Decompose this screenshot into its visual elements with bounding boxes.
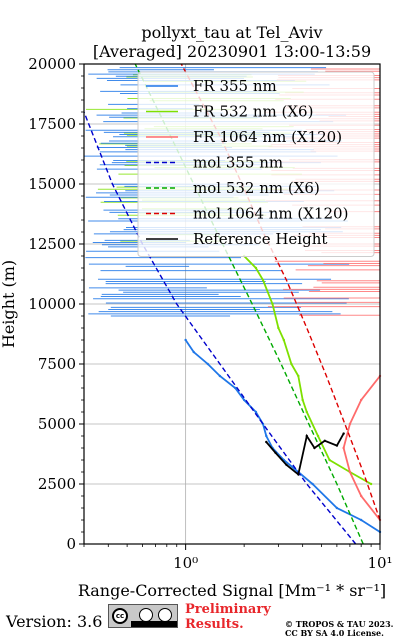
legend-label-fr-532-nm-x6: FR 532 nm (X6) [193, 103, 313, 121]
point-fr-355-nm [265, 434, 268, 438]
point-reference-height [335, 444, 339, 447]
legend-label-fr-355-nm: FR 355 nm [193, 77, 277, 95]
preliminary-notice: Preliminary Results. [185, 602, 271, 632]
point-fr-532-nm-x6 [316, 434, 320, 438]
point-fr-355-nm [335, 506, 339, 510]
x-axis-label: Range-Corrected Signal [Mm⁻¹ * sr⁻¹] [78, 581, 386, 600]
y-axis-label: Height (m) [0, 260, 18, 348]
legend: FR 355 nm FR 532 nm (X6) FR 1064 nm (X120)… [137, 71, 375, 257]
point-fr-532-nm-x6 [282, 338, 286, 342]
x-tick-label: 10⁰ [173, 554, 198, 572]
point-fr-355-nm [311, 482, 314, 486]
legend-label-mol-532-nm-x6: mol 532 nm (X6) [193, 179, 320, 197]
legend-box [137, 71, 375, 257]
point-fr-1064-nm-x120 [348, 422, 352, 426]
point-fr-532-nm-x6 [277, 326, 280, 330]
point-fr-355-nm [192, 350, 195, 354]
point-fr-355-nm [242, 398, 246, 402]
point-fr-532-nm-x6 [328, 458, 331, 462]
point-reference-height [265, 440, 268, 444]
legend-label-reference-height: Reference Height [193, 230, 327, 248]
point-fr-1064-nm-x120 [359, 494, 363, 498]
point-fr-355-nm [184, 338, 187, 342]
point-reference-height [285, 463, 288, 466]
copyright-line1: © TROPOS & TAU 2023. [285, 619, 394, 629]
y-tick-label: 17500 [28, 115, 76, 133]
y-tick-label: 0 [66, 535, 76, 553]
cc-icon: cc [112, 608, 128, 624]
point-fr-532-nm-x6 [290, 362, 293, 366]
y-tick-label: 2500 [38, 475, 76, 493]
chart-title-line1: pollyxt_tau at Tel_Aviv [141, 23, 322, 42]
preliminary-line1: Preliminary [185, 602, 271, 617]
y-tick-label: 5000 [38, 415, 76, 433]
lidar-profile-chart: pollyxt_tau at Tel_Aviv [Averaged] 20230… [0, 23, 393, 600]
series-mol-355-nm [83, 111, 357, 545]
point-fr-1064-nm-x120 [348, 470, 352, 474]
point-reference-height [323, 439, 326, 442]
sa-icon [158, 608, 172, 622]
y-tick-label: 10000 [28, 295, 76, 313]
point-fr-355-nm [234, 386, 237, 390]
point-fr-532-nm-x6 [261, 278, 265, 282]
copyright-line2: CC BY SA 4.0 License. [285, 628, 384, 638]
by-icon [139, 608, 153, 622]
point-reference-height [274, 451, 277, 454]
cc-license-badge: cc [108, 604, 178, 628]
series-fr-355-nm [184, 339, 381, 533]
point-fr-532-nm-x6 [301, 398, 304, 402]
point-fr-532-nm-x6 [369, 482, 373, 486]
point-reference-height [305, 434, 308, 438]
point-fr-355-nm [254, 410, 258, 414]
chart-title-line2: [Averaged] 20230901 13:00-13:59 [93, 42, 371, 61]
point-fr-532-nm-x6 [305, 410, 308, 414]
series-fr-532-nm-x6 [243, 255, 372, 485]
series-fr-1064-nm-x120 [342, 375, 381, 521]
point-fr-1064-nm-x120 [359, 398, 363, 402]
y-tick-label: 20000 [28, 55, 76, 73]
point-fr-355-nm [206, 362, 209, 366]
point-reference-height [313, 446, 316, 450]
y-tick-label: 12500 [28, 235, 76, 253]
point-fr-532-nm-x6 [297, 374, 300, 378]
point-fr-532-nm-x6 [254, 266, 258, 270]
legend-label-fr-1064-nm-x120: FR 1064 nm (X120) [193, 128, 342, 146]
point-fr-355-nm [218, 374, 222, 378]
version-label: Version: 3.6 [6, 612, 103, 631]
preliminary-line2: Results. [185, 617, 244, 632]
point-reference-height [342, 432, 345, 435]
point-fr-1064-nm-x120 [342, 446, 345, 450]
legend-label-mol-1064-nm-x120: mol 1064 nm (X120) [193, 205, 348, 223]
x-tick-label: 10¹ [367, 554, 392, 572]
point-fr-355-nm [359, 518, 363, 522]
y-tick-label: 15000 [28, 175, 76, 193]
legend-label-mol-355-nm: mol 355 nm [193, 154, 283, 172]
series-mol-1064-nm-x120 [180, 63, 381, 521]
point-reference-height [297, 473, 300, 476]
point-fr-532-nm-x6 [271, 302, 274, 306]
copyright-notice: © TROPOS & TAU 2023. CC BY SA 4.0 Licens… [285, 620, 393, 638]
y-tick-label: 7500 [38, 355, 76, 373]
